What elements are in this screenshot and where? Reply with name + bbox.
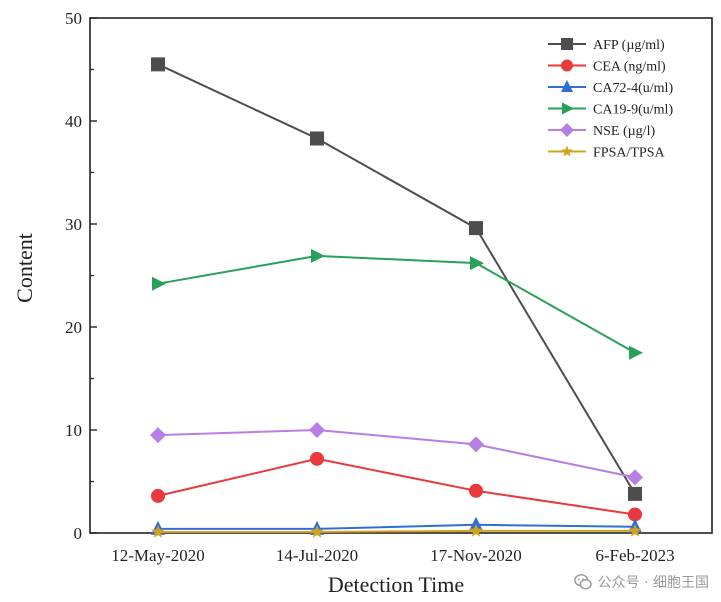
- marker-circle: [628, 507, 642, 522]
- marker-diamond: [627, 469, 643, 486]
- series-layer: [150, 57, 643, 538]
- marker-square: [561, 38, 573, 50]
- series-square: [151, 57, 642, 501]
- series-line: [157, 254, 636, 354]
- x-tick-label: 6-Feb-2023: [595, 546, 674, 565]
- legend-item: FPSA/TPSA: [548, 145, 665, 161]
- y-tick-label: 10: [65, 421, 82, 440]
- series-circle: [151, 451, 642, 522]
- series-line: [157, 428, 636, 479]
- marker-star: [561, 145, 573, 157]
- marker-diamond: [309, 422, 325, 438]
- series-triangle-right: [152, 248, 643, 360]
- marker-triangle-right: [311, 248, 325, 263]
- marker-triangle-up: [469, 516, 483, 531]
- marker-square: [310, 131, 324, 146]
- marker-circle: [469, 483, 483, 498]
- legend-label: FPSA/TPSA: [593, 146, 665, 161]
- series-line: [158, 529, 635, 533]
- marker-star: [628, 523, 642, 537]
- legend-item: CEA (ng/ml): [548, 59, 666, 75]
- y-tick-label: 30: [65, 215, 82, 234]
- y-axis-title: Content: [12, 233, 37, 303]
- marker-triangle-up: [561, 80, 573, 92]
- legend-label: CA19-9(u/ml): [593, 103, 673, 118]
- watermark-text: 公众号 · 细胞王国: [597, 575, 709, 591]
- series-line: [157, 457, 636, 516]
- y-tick-label: 20: [65, 318, 82, 337]
- marker-circle: [561, 59, 573, 72]
- marker-triangle-right: [562, 102, 574, 115]
- legend-label: AFP (µg/ml): [593, 38, 665, 53]
- marker-star: [469, 523, 483, 537]
- series-diamond: [150, 422, 643, 486]
- axes: 0 10 20 30 40 50 12-May-2020 14-Jul-2020 17-Nov-…: [65, 9, 713, 565]
- x-axis-title: Detection Time: [328, 572, 464, 597]
- legend: AFP (µg/ml) CEA (ng/ml) CA72-4(u/ml) CA19-9…: [548, 38, 673, 161]
- marker-triangle-right: [152, 276, 166, 291]
- series-star: [151, 523, 642, 538]
- marker-diamond: [150, 427, 166, 444]
- watermark: 公众号 · 细胞王国: [573, 572, 709, 592]
- marker-star: [151, 524, 165, 538]
- x-tick-label: 17-Nov-2020: [430, 546, 522, 565]
- legend-label: CEA (ng/ml): [593, 60, 666, 75]
- marker-triangle-right: [470, 256, 484, 271]
- x-tick-label: 14-Jul-2020: [276, 546, 358, 565]
- marker-square: [151, 57, 165, 72]
- marker-circle: [310, 451, 324, 466]
- x-tick-label: 12-May-2020: [111, 546, 204, 565]
- series-line: [157, 63, 636, 495]
- marker-square: [469, 221, 483, 236]
- y-tick-label: 50: [65, 9, 82, 28]
- y-tick-label: 40: [65, 112, 82, 131]
- marker-square: [628, 486, 642, 501]
- marker-diamond: [468, 436, 484, 453]
- legend-item: CA19-9(u/ml): [548, 102, 673, 118]
- wechat-icon: [573, 574, 592, 590]
- legend-label: NSE (µg/l): [593, 124, 655, 139]
- y-tick-label: 0: [74, 524, 83, 543]
- legend-label: CA72-4(u/ml): [593, 81, 673, 96]
- marker-triangle-right: [629, 345, 643, 360]
- marker-star: [310, 524, 324, 538]
- legend-item: NSE (µg/l): [548, 123, 655, 139]
- marker-circle: [151, 488, 165, 503]
- legend-item: CA72-4(u/ml): [548, 80, 673, 96]
- marker-diamond: [560, 123, 574, 137]
- series-line: [158, 523, 636, 530]
- legend-item: AFP (µg/ml): [548, 38, 665, 53]
